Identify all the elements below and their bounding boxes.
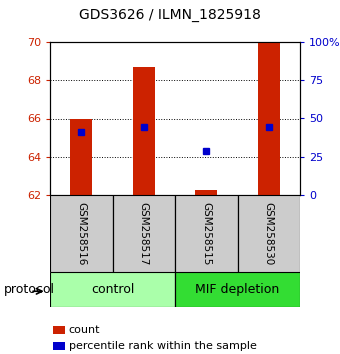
Text: control: control: [91, 283, 134, 296]
FancyBboxPatch shape: [50, 195, 113, 272]
FancyBboxPatch shape: [113, 195, 175, 272]
Text: GSM258517: GSM258517: [139, 202, 149, 265]
FancyBboxPatch shape: [175, 195, 238, 272]
Text: percentile rank within the sample: percentile rank within the sample: [69, 341, 257, 351]
FancyBboxPatch shape: [238, 195, 300, 272]
FancyBboxPatch shape: [175, 272, 300, 307]
Bar: [195, 190, 217, 195]
Bar: [70, 119, 92, 195]
Text: GSM258515: GSM258515: [201, 202, 211, 265]
Text: count: count: [69, 325, 100, 335]
Text: MIF depletion: MIF depletion: [195, 283, 279, 296]
Text: GSM258516: GSM258516: [76, 202, 86, 265]
Text: GDS3626 / ILMN_1825918: GDS3626 / ILMN_1825918: [79, 8, 261, 22]
Text: GSM258530: GSM258530: [264, 202, 274, 265]
Bar: [133, 67, 155, 195]
FancyBboxPatch shape: [50, 272, 175, 307]
Text: protocol: protocol: [3, 283, 54, 296]
Bar: [258, 42, 280, 195]
